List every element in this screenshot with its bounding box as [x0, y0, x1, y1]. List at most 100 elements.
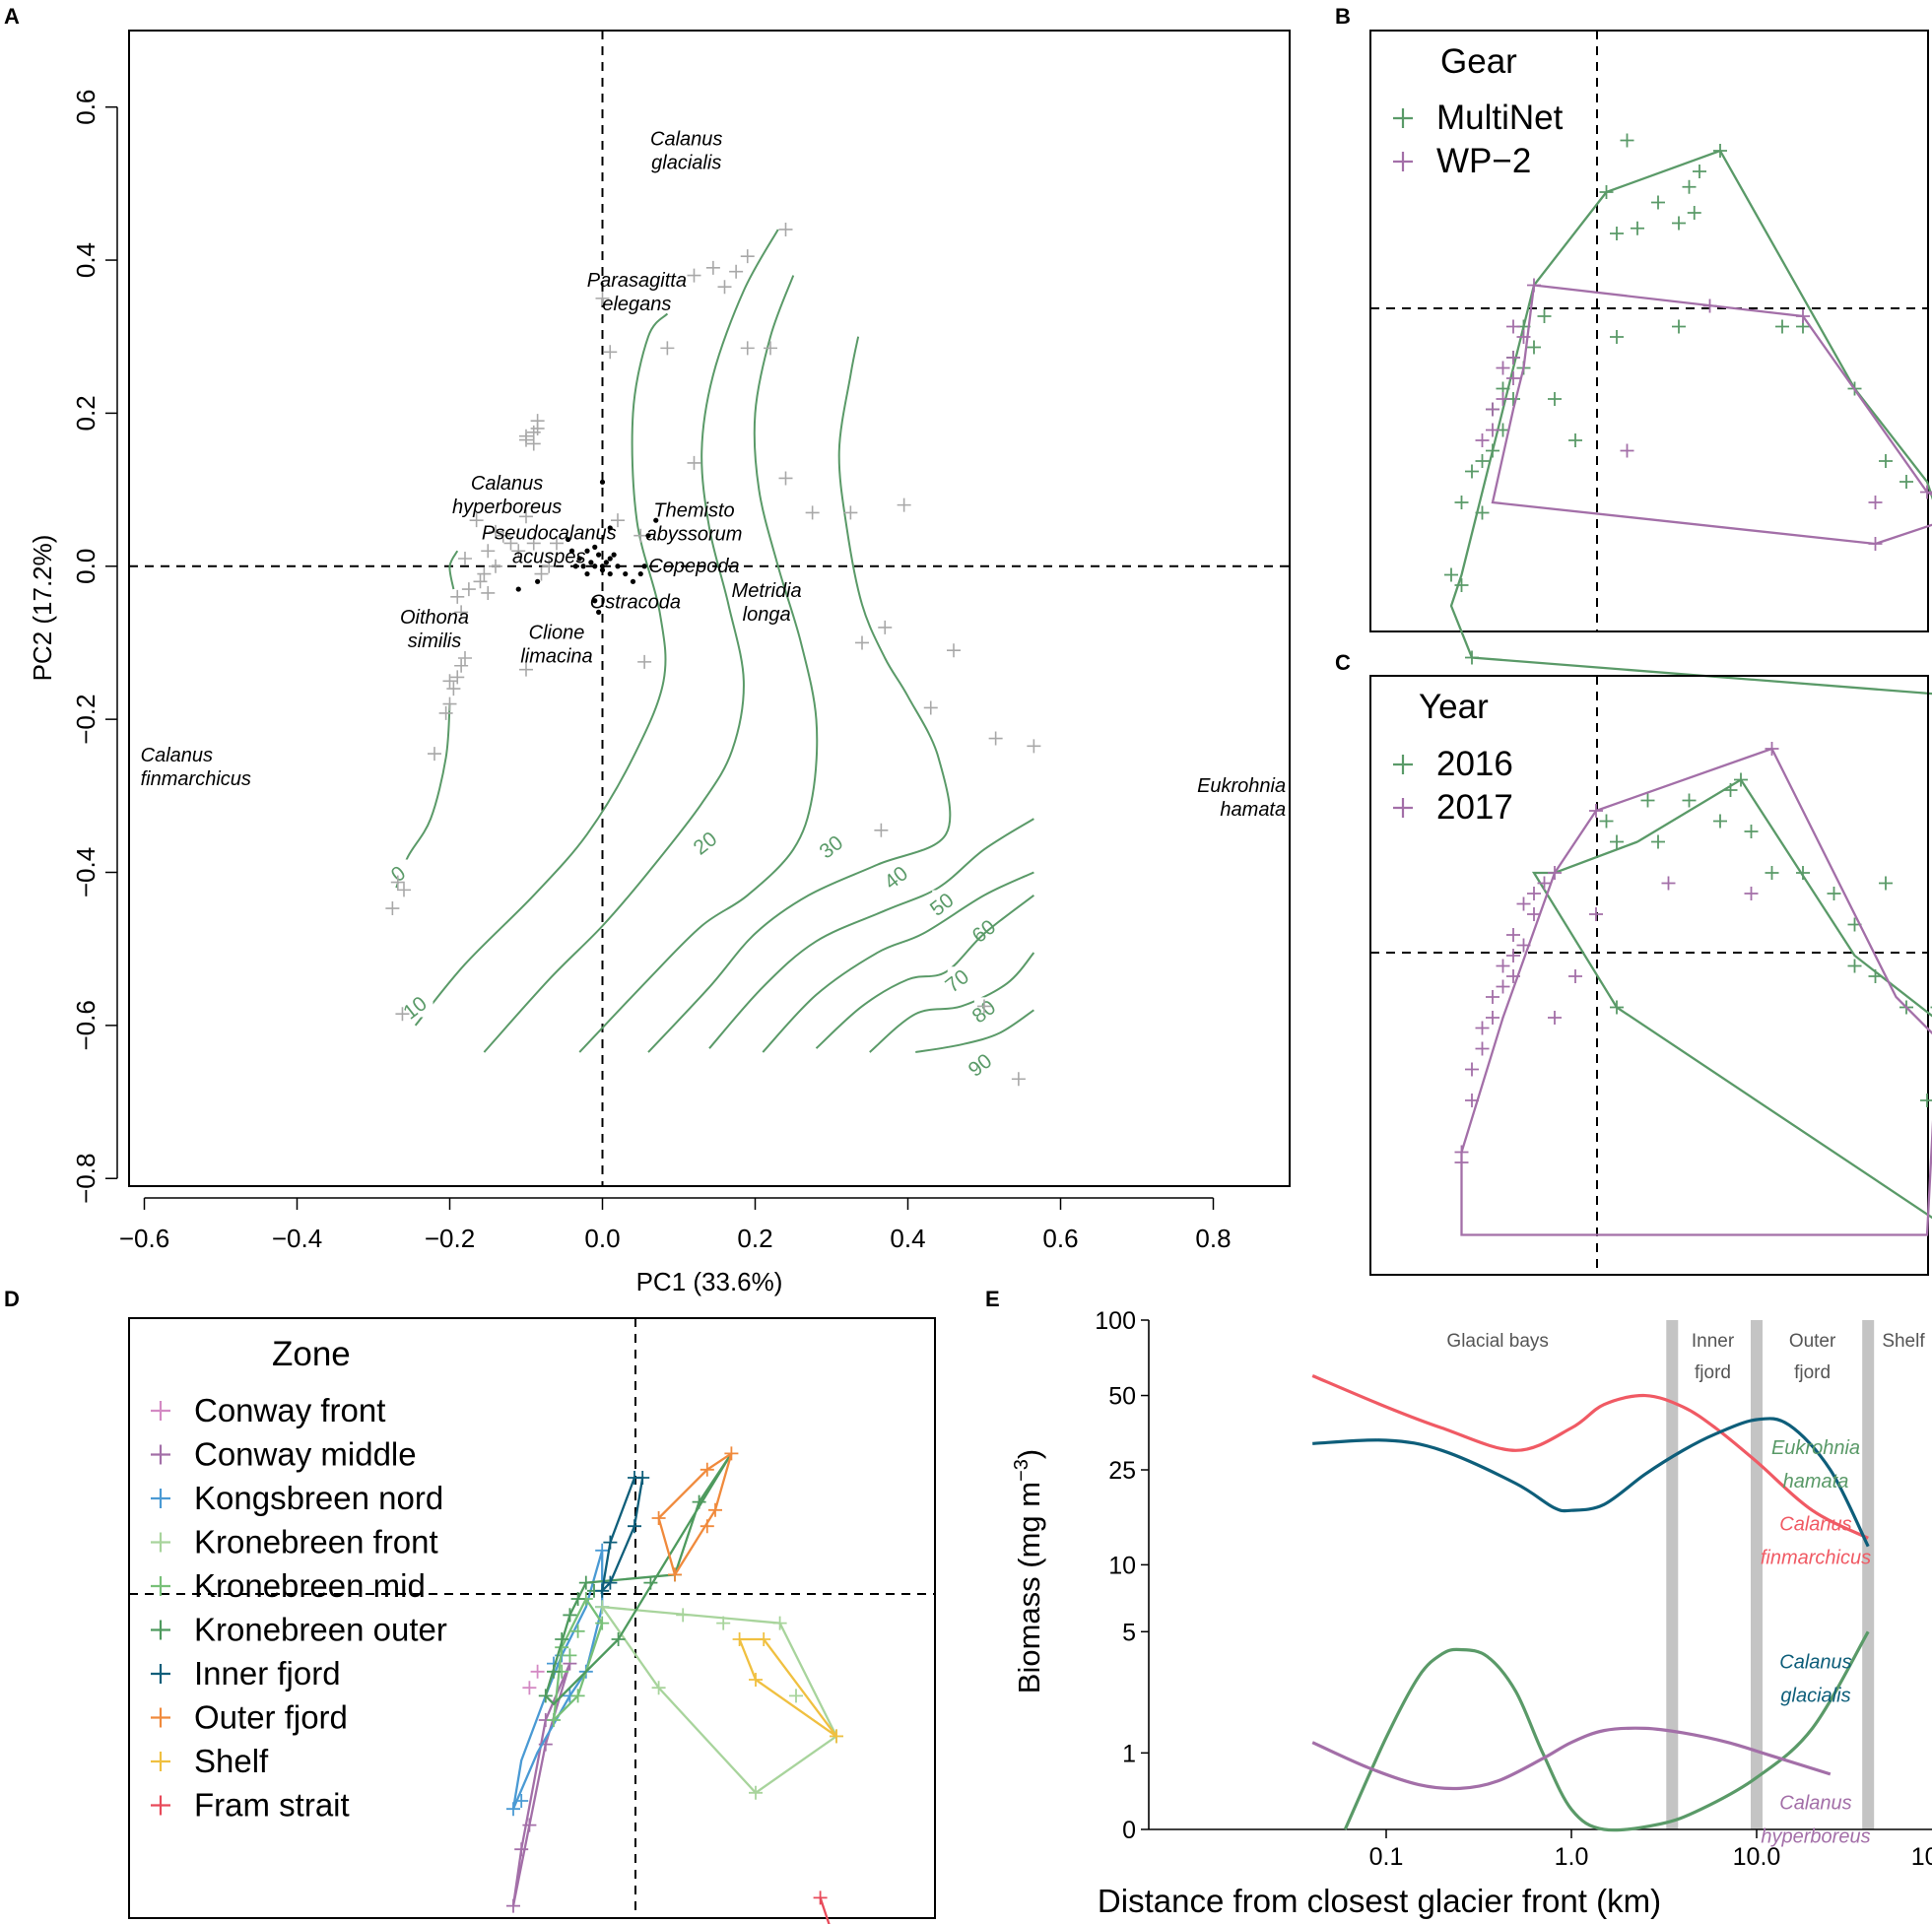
panel-e-x-tick-label: 1.0	[1555, 1843, 1589, 1871]
panel-a-species-label-line: Parasagitta	[587, 270, 687, 292]
panel-a-site-score	[450, 670, 465, 685]
panel-d-legend-items-marker	[151, 1664, 170, 1684]
panel-b-legend-items-marker	[1393, 152, 1413, 171]
panel-b-plot	[1444, 133, 1932, 696]
panel-d-legend-items-marker	[151, 1489, 170, 1508]
panel-b-plot-point	[1486, 443, 1499, 458]
panel-d-legend-items-marker	[151, 1795, 170, 1816]
panel-d-plot-point	[530, 1664, 545, 1679]
panel-e-line-label-line: Calanus	[1779, 1652, 1851, 1674]
panel-e-y-label-sup: −3	[1011, 1459, 1033, 1482]
panel-e-zone-label-line: fjord	[1695, 1362, 1731, 1383]
panel-d-legend-items-label: Kronebreen outer	[194, 1612, 447, 1648]
panel-d-frame	[128, 1317, 936, 1919]
panel-a-site-score	[542, 559, 557, 573]
panel-a-site-point	[641, 564, 647, 569]
panel-a-site-score	[385, 901, 400, 916]
panel-d-plot-point	[563, 1608, 577, 1623]
panel-d-legend: Zone Conway front Conway middle Kongsbreen…	[151, 1335, 447, 1824]
panel-a-contour-line	[448, 550, 459, 590]
panel-a-x-tick-label: 0.2	[737, 1224, 772, 1253]
panel-e-zone-label: Shelf	[1882, 1331, 1925, 1352]
panel-a-site-score	[977, 999, 991, 1014]
panel-a-site-score	[947, 643, 961, 658]
panel-a-site-score	[461, 582, 476, 597]
panel-a-species-label-line: Metridia	[732, 580, 802, 602]
panel-a-y-tick-label: −0.6	[71, 1000, 100, 1050]
panel-a-species-label: Ostracoda	[590, 592, 681, 614]
panel-a-site-points	[515, 479, 659, 615]
panel-a-site-score	[897, 498, 911, 512]
panel-c-plot-point	[1661, 876, 1676, 891]
panel-c-plot-point	[1744, 825, 1759, 838]
panel-d-plot-point	[595, 1616, 610, 1630]
panel-d-plot-point	[603, 1535, 618, 1550]
panel-b-plot-point	[1610, 227, 1624, 240]
panel-a-species-label-line: hyperboreus	[452, 497, 562, 518]
panel-a-site-score	[530, 414, 545, 429]
panel-d-plot-point	[595, 1583, 610, 1598]
panel-d-legend-items-label: Conway middle	[194, 1436, 417, 1473]
panel-a-site-score	[778, 222, 793, 236]
panel-e-y-tick-label: 25	[1108, 1457, 1136, 1485]
panel-b-legend-items: MultiNet WP−2	[1393, 99, 1564, 180]
panel-e-y-tick-label: 100	[1095, 1307, 1136, 1335]
panel-d-plot-point	[708, 1502, 722, 1517]
panel-c-plot-hull	[1531, 777, 1932, 1220]
panel-b-plot-point	[1475, 505, 1490, 520]
panel-a-y-tick-label: −0.4	[71, 847, 100, 897]
panel-e-line	[1312, 1417, 1870, 1548]
panel-b-plot-point	[1465, 464, 1479, 479]
panel-a-site-score	[477, 566, 492, 581]
panel-a-site-score	[458, 552, 472, 566]
panel-b-plot-point	[1775, 319, 1789, 334]
panel-d-legend-items-marker	[151, 1620, 170, 1640]
panel-a-site-score	[740, 341, 755, 356]
panel-a-site-scores	[385, 222, 1041, 1087]
panel-a-site-score	[855, 635, 869, 650]
panel-b-plot-point	[1475, 454, 1490, 468]
panel-c-plot-point	[1486, 1011, 1499, 1025]
panel-d-plot-point	[668, 1567, 682, 1582]
panel-a-site-score	[489, 559, 502, 573]
panel-d-legend-items-label: Inner fjord	[194, 1655, 341, 1692]
panel-a-site-score	[778, 471, 793, 486]
panel-c-plot-point	[1486, 990, 1499, 1004]
panel-e-x-label: Distance from closest glacier front (km)	[1098, 1883, 1661, 1919]
panel-c-plot-point	[1796, 866, 1810, 880]
panel-a-site-score	[526, 436, 541, 451]
panel-a-site-score	[519, 432, 533, 447]
panel-a-frame	[128, 30, 1291, 1187]
panel-b-plot-point	[1465, 650, 1479, 665]
panel-letter-a: A	[4, 4, 20, 29]
panel-c-plot-point	[1454, 1156, 1469, 1169]
panel-e-y-tick-label: 50	[1108, 1383, 1136, 1411]
panel-d-plot-point	[506, 1802, 520, 1817]
panel-c-plot-hull	[1460, 747, 1932, 1236]
panel-d-plot-point	[603, 1575, 618, 1590]
panel-b-plot-point	[1868, 496, 1883, 509]
panel-d-legend-items-marker	[151, 1707, 170, 1728]
panel-e-lines	[1311, 1374, 1870, 1832]
panel-a-species-label-line: abyssorum	[646, 523, 743, 545]
panel-b-plot-point	[1899, 475, 1913, 489]
panel-e-zone-label: Inner fjord	[1692, 1331, 1735, 1383]
panel-b-plot-point	[1444, 567, 1458, 582]
panel-d-plot-hull	[819, 1897, 831, 1924]
panel-a-site-score	[717, 280, 732, 295]
panel-c-plot-point	[1640, 793, 1655, 808]
panel-b-plot-point	[1475, 433, 1490, 447]
panel-a-site-point	[645, 533, 651, 539]
panel-e-zone-label-line: Glacial bays	[1446, 1331, 1549, 1352]
panel-b-plot-point	[1516, 330, 1531, 344]
panel-a-species-label-line: Ostracoda	[590, 592, 681, 614]
panel-d-zero-lines	[129, 1318, 935, 1918]
panel-a-species-label: Oithona similis	[400, 607, 469, 652]
panel-a-site-score	[442, 697, 457, 711]
panel-b-plot-point	[1651, 195, 1665, 210]
panel-b-plot-point	[1631, 221, 1644, 235]
panel-d-plot-point	[506, 1898, 520, 1913]
panel-e-y-label-main: Biomass (mg m	[1012, 1482, 1046, 1693]
panel-c-legend-title: Year	[1419, 688, 1489, 726]
